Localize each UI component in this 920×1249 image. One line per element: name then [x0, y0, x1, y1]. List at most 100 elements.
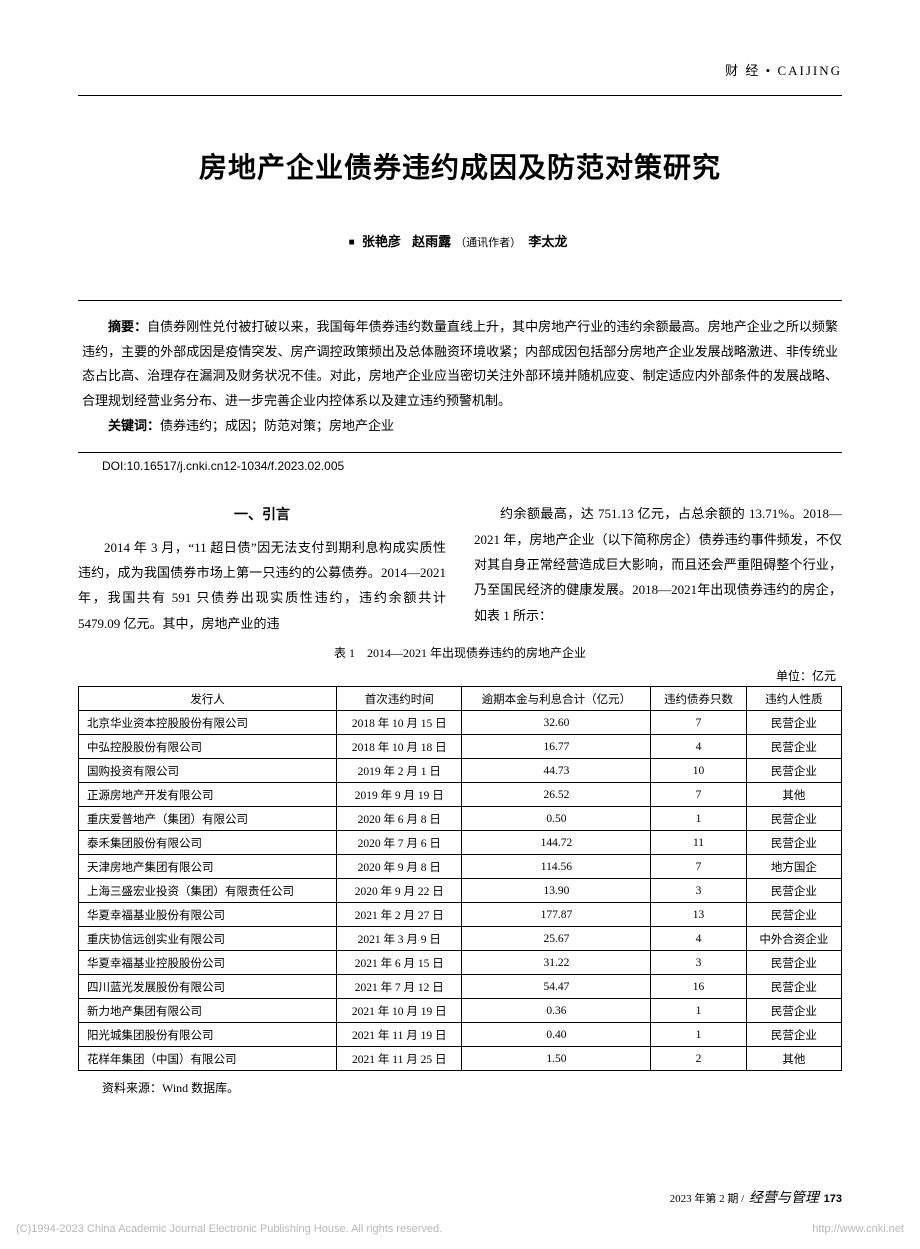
header-category-cn: 财 经 [725, 63, 760, 78]
table-row: 正源房地产开发有限公司2019 年 9 月 19 日26.527其他 [79, 783, 842, 807]
author-1: 张艳彦 [362, 234, 401, 249]
table-cell: 2021 年 2 月 27 日 [337, 903, 462, 927]
header-bullet: • [766, 63, 773, 78]
doi-line: DOI:10.16517/j.cnki.cn12-1034/f.2023.02.… [102, 459, 842, 473]
table-cell: 44.73 [462, 759, 651, 783]
table-col-header: 违约人性质 [746, 687, 841, 711]
defaults-table: 发行人首次违约时间逾期本金与利息合计（亿元）违约债券只数违约人性质 北京华业资本… [78, 686, 842, 1071]
table-row: 华夏幸福基业控股股份公司2021 年 6 月 15 日31.223民营企业 [79, 951, 842, 975]
table-cell: 国购投资有限公司 [79, 759, 337, 783]
table-cell: 54.47 [462, 975, 651, 999]
table-row: 华夏幸福基业股份有限公司2021 年 2 月 27 日177.8713民营企业 [79, 903, 842, 927]
body-left-para: 2014 年 3 月，“11 超日债”因无法支付到期利息构成实质性违约，成为我国… [78, 535, 446, 636]
table-row: 上海三盛宏业投资（集团）有限责任公司2020 年 9 月 22 日13.903民… [79, 879, 842, 903]
table-cell: 重庆协信远创实业有限公司 [79, 927, 337, 951]
table-cell: 其他 [746, 783, 841, 807]
table-cell: 2021 年 3 月 9 日 [337, 927, 462, 951]
table-cell: 地方国企 [746, 855, 841, 879]
watermark: (C)1994-2023 China Academic Journal Elec… [16, 1223, 904, 1235]
table-cell: 177.87 [462, 903, 651, 927]
table-cell: 民营企业 [746, 975, 841, 999]
footer-page-number: 173 [824, 1193, 842, 1205]
author-marker: ■ [349, 237, 355, 248]
table-cell: 中外合资企业 [746, 927, 841, 951]
table-col-header: 违约债券只数 [651, 687, 746, 711]
author-2: 赵雨露 [412, 234, 451, 249]
table-row: 重庆爱普地产（集团）有限公司2020 年 6 月 8 日0.501民营企业 [79, 807, 842, 831]
table-header-row: 发行人首次违约时间逾期本金与利息合计（亿元）违约债券只数违约人性质 [79, 687, 842, 711]
table-cell: 1 [651, 999, 746, 1023]
table-cell: 144.72 [462, 831, 651, 855]
watermark-left: (C)1994-2023 China Academic Journal Elec… [16, 1223, 442, 1235]
table-cell: 2020 年 9 月 8 日 [337, 855, 462, 879]
keywords-text: 债券违约；成因；防范对策；房地产企业 [160, 418, 394, 433]
authors-line: ■ 张艳彦 赵雨露 （通讯作者） 李太龙 [78, 231, 842, 250]
table-cell: 四川蓝光发展股份有限公司 [79, 975, 337, 999]
author-3: 李太龙 [528, 234, 567, 249]
left-column: 一、引言 2014 年 3 月，“11 超日债”因无法支付到期利息构成实质性违约… [78, 501, 446, 636]
body-columns: 一、引言 2014 年 3 月，“11 超日债”因无法支付到期利息构成实质性违约… [78, 501, 842, 636]
table-row: 天津房地产集团有限公司2020 年 9 月 8 日114.567地方国企 [79, 855, 842, 879]
keywords-para: 关键词：债券违约；成因；防范对策；房地产企业 [82, 414, 838, 439]
abstract-block: 摘要：自债券刚性兑付被打破以来，我国每年债券违约数量直线上升，其中房地产行业的违… [78, 300, 842, 453]
table-row: 国购投资有限公司2019 年 2 月 1 日44.7310民营企业 [79, 759, 842, 783]
article-title: 房地产企业债券违约成因及防范对策研究 [78, 146, 842, 186]
abstract-text: 自债券刚性兑付被打破以来，我国每年债券违约数量直线上升，其中房地产行业的违约余额… [82, 319, 838, 408]
table-cell: 华夏幸福基业股份有限公司 [79, 903, 337, 927]
table-cell: 民营企业 [746, 831, 841, 855]
table-cell: 正源房地产开发有限公司 [79, 783, 337, 807]
table-cell: 2019 年 2 月 1 日 [337, 759, 462, 783]
table-row: 四川蓝光发展股份有限公司2021 年 7 月 12 日54.4716民营企业 [79, 975, 842, 999]
table-cell: 4 [651, 927, 746, 951]
table-cell: 新力地产集团有限公司 [79, 999, 337, 1023]
keywords-label: 关键词： [108, 418, 160, 433]
table-cell: 民营企业 [746, 711, 841, 735]
table-cell: 2018 年 10 月 15 日 [337, 711, 462, 735]
table-cell: 2018 年 10 月 18 日 [337, 735, 462, 759]
table-cell: 2021 年 10 月 19 日 [337, 999, 462, 1023]
table-cell: 0.50 [462, 807, 651, 831]
table-cell: 民营企业 [746, 759, 841, 783]
table-cell: 16 [651, 975, 746, 999]
table-cell: 7 [651, 855, 746, 879]
table-cell: 3 [651, 951, 746, 975]
table-cell: 16.77 [462, 735, 651, 759]
table-cell: 26.52 [462, 783, 651, 807]
table-cell: 北京华业资本控股股份有限公司 [79, 711, 337, 735]
table-cell: 1 [651, 1023, 746, 1047]
header-category-pinyin: CAIJING [777, 63, 842, 78]
abstract-para: 摘要：自债券刚性兑付被打破以来，我国每年债券违约数量直线上升，其中房地产行业的违… [82, 315, 838, 414]
table-cell: 民营企业 [746, 999, 841, 1023]
page-container: 财 经 • CAIJING 房地产企业债券违约成因及防范对策研究 ■ 张艳彦 赵… [0, 0, 920, 1136]
table-cell: 花样年集团（中国）有限公司 [79, 1047, 337, 1071]
table-cell: 7 [651, 783, 746, 807]
table-cell: 其他 [746, 1047, 841, 1071]
table-caption: 表 1 2014—2021 年出现债券违约的房地产企业 [78, 644, 842, 661]
table-row: 重庆协信远创实业有限公司2021 年 3 月 9 日25.674中外合资企业 [79, 927, 842, 951]
table-cell: 13.90 [462, 879, 651, 903]
table-cell: 3 [651, 879, 746, 903]
table-unit: 单位：亿元 [78, 667, 842, 684]
table-cell: 0.40 [462, 1023, 651, 1047]
table-cell: 民营企业 [746, 951, 841, 975]
table-row: 新力地产集团有限公司2021 年 10 月 19 日0.361民营企业 [79, 999, 842, 1023]
table-cell: 民营企业 [746, 903, 841, 927]
table-cell: 1.50 [462, 1047, 651, 1071]
table-cell: 民营企业 [746, 879, 841, 903]
table-cell: 华夏幸福基业控股股份公司 [79, 951, 337, 975]
running-header: 财 经 • CAIJING [78, 60, 842, 87]
table-cell: 民营企业 [746, 1023, 841, 1047]
table-cell: 0.36 [462, 999, 651, 1023]
table-cell: 2021 年 6 月 15 日 [337, 951, 462, 975]
author-2-note: （通讯作者） [455, 237, 521, 249]
table-cell: 13 [651, 903, 746, 927]
table-cell: 2021 年 7 月 12 日 [337, 975, 462, 999]
footer-journal: 经营与管理 [749, 1191, 819, 1206]
table-cell: 天津房地产集团有限公司 [79, 855, 337, 879]
table-cell: 2 [651, 1047, 746, 1071]
table-cell: 2020 年 7 月 6 日 [337, 831, 462, 855]
table-head: 发行人首次违约时间逾期本金与利息合计（亿元）违约债券只数违约人性质 [79, 687, 842, 711]
table-row: 北京华业资本控股股份有限公司2018 年 10 月 15 日32.607民营企业 [79, 711, 842, 735]
table-cell: 11 [651, 831, 746, 855]
table-col-header: 首次违约时间 [337, 687, 462, 711]
